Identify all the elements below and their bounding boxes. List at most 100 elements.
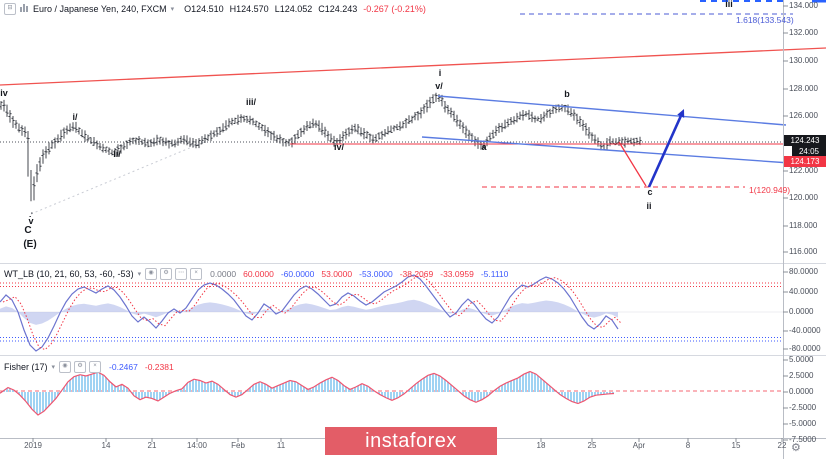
wave-label-v[interactable]: v/ <box>435 81 443 91</box>
channel-lower-line[interactable] <box>421 136 791 164</box>
fisher-value: -0.2381 <box>144 362 174 372</box>
fisher-envelope-series <box>0 370 615 416</box>
fisher-axis-label: 0.0000 <box>789 387 814 396</box>
blue-projection-arrow[interactable] <box>647 115 682 188</box>
symbol-title[interactable]: Euro / Japanese Yen, 240, FXCM <box>33 4 167 14</box>
wt-value: -60.0000 <box>280 269 315 279</box>
ohlc-open: O124.510 <box>184 4 224 14</box>
fisher-value: -0.2467 <box>109 362 138 372</box>
ohlc-low: L124.052 <box>274 4 313 14</box>
wt-value: 0.0000 <box>210 269 237 279</box>
wave-label-C[interactable]: C <box>24 225 32 236</box>
wave-connector-2 <box>439 96 483 147</box>
wave-label-i[interactable]: i/ <box>72 112 78 122</box>
time-axis-label: 14 <box>101 441 111 450</box>
fisher-axis-label: 5.0000 <box>789 355 814 364</box>
wave-label-iv[interactable]: iv/ <box>333 142 345 152</box>
ohlc-close: C124.243 <box>318 4 358 14</box>
wt-red-dotted-series <box>2 275 622 351</box>
time-axis-label: 2019 <box>24 441 42 450</box>
wt-value: -53.0000 <box>359 269 393 279</box>
chevron-down-icon[interactable]: ▾ <box>170 6 175 13</box>
chevron-down-icon[interactable]: ▾ <box>51 364 56 371</box>
price-axis-label: 132.000 <box>789 28 818 37</box>
wave-label-iii[interactable]: iii/ <box>245 97 257 107</box>
wave-label-ii[interactable]: ii <box>646 201 652 211</box>
wt-area-series <box>0 299 618 325</box>
price-axis-label: 130.000 <box>789 56 818 65</box>
time-axis-label: Apr <box>632 441 646 450</box>
ohlc-change: -0.267 (-0.21%) <box>363 4 426 14</box>
fisher-axis-label: -5.0000 <box>789 419 817 428</box>
wt-axis-label: 80.0000 <box>789 267 818 276</box>
fisher-legend: Fisher (17) ▾ ◉ ⚙ × -0.2467 -0.2381 <box>4 361 174 373</box>
wave-label-E[interactable]: (E) <box>23 239 37 250</box>
wt-value: -5.1110 <box>480 269 509 279</box>
fisher-axis-label: 2.5000 <box>789 371 814 380</box>
wave-label-1120949[interactable]: 1(120.949) <box>749 185 791 195</box>
wave-label-a[interactable]: a <box>481 142 487 152</box>
wt-value: 60.0000 <box>243 269 274 279</box>
price-axis-label: 134.000 <box>789 1 818 10</box>
red-trendline[interactable] <box>0 47 826 86</box>
wt-axis-label: -80.0000 <box>789 344 821 353</box>
wt-settings-icon[interactable]: ⚙ <box>160 268 173 280</box>
time-axis-label: 25 <box>587 441 597 450</box>
ohlc-high: H124.570 <box>229 4 269 14</box>
time-axis-label: 22 <box>777 441 787 450</box>
price-axis-label: 126.000 <box>789 111 818 120</box>
wave-label-i[interactable]: i <box>438 68 442 78</box>
wt-axis-label: 40.0000 <box>789 287 818 296</box>
time-axis-label: 21 <box>147 441 157 450</box>
wt-value: -33.0959 <box>440 269 474 279</box>
alert-price-label: 124.173 <box>784 156 826 167</box>
wt-value: -38.2069 <box>399 269 434 279</box>
wt-title[interactable]: WT_LB (10, 21, 60, 53, -60, -53) <box>4 269 134 279</box>
wt-values: 0.0000 60.0000 -60.0000 53.0000 -53.0000 -38.… <box>210 269 508 279</box>
red-projection-line[interactable] <box>618 141 647 187</box>
chevron-down-icon[interactable]: ▾ <box>137 271 142 278</box>
price-axis-label: 122.000 <box>789 166 818 175</box>
wave-label-iii[interactable]: iii <box>725 0 733 9</box>
axis-settings-gear-icon[interactable]: ⚙ <box>791 442 801 454</box>
wave-label-ii[interactable]: ii/ <box>113 149 121 159</box>
time-axis-label: 8 <box>685 441 691 450</box>
bar-countdown-label: 24:05 <box>792 146 826 156</box>
wt-legend: WT_LB (10, 21, 60, 53, -60, -53) ▾ ◉ ⚙ ⋯… <box>4 268 508 280</box>
fisher-title[interactable]: Fisher (17) <box>4 362 48 372</box>
channel-upper-line[interactable] <box>437 95 787 126</box>
wt-axis-label: -40.0000 <box>789 326 821 335</box>
time-axis-label: 14:00 <box>186 441 208 450</box>
wave-label-c[interactable]: c <box>647 187 653 197</box>
time-axis-label: 15 <box>731 441 741 450</box>
chart-type-icon <box>20 3 29 15</box>
fisher-axis-label: -2.5000 <box>789 403 817 412</box>
price-axis-label: 116.000 <box>789 247 818 256</box>
wave-label-1618133543[interactable]: 1.618(133.543) <box>736 15 794 25</box>
fisher-settings-icon[interactable]: ⚙ <box>74 361 87 373</box>
wt-axis-label: 0.0000 <box>789 307 814 316</box>
time-axis-label: 18 <box>536 441 546 450</box>
wt-more-icon[interactable]: ⋯ <box>175 268 188 280</box>
wave-label-v[interactable]: v <box>28 216 34 226</box>
wt-value: 53.0000 <box>321 269 353 279</box>
wave-label-iv[interactable]: iv <box>0 88 8 98</box>
wave-connector-1 <box>30 141 205 215</box>
fisher-eye-icon[interactable]: ◉ <box>59 361 72 373</box>
collapse-icon[interactable]: ⊟ <box>4 3 16 15</box>
blue-projection-arrow-head[interactable] <box>677 109 685 118</box>
fisher-values: -0.2467 -0.2381 <box>109 362 174 372</box>
wave-label-b[interactable]: b <box>564 89 570 99</box>
main-legend: ⊟ Euro / Japanese Yen, 240, FXCM ▾ O124.… <box>4 3 426 15</box>
price-axis-label: 118.000 <box>789 221 818 230</box>
time-axis-label: 11 <box>276 441 286 450</box>
price-axis-label: 120.000 <box>789 193 818 202</box>
wt-close-icon[interactable]: × <box>190 268 203 280</box>
time-axis-label: Feb <box>231 441 245 450</box>
fisher-close-icon[interactable]: × <box>89 361 102 373</box>
last-price-label: 124.243 <box>784 135 826 146</box>
wt-eye-icon[interactable]: ◉ <box>145 268 158 280</box>
instaforex-watermark: instaforex <box>325 427 497 455</box>
